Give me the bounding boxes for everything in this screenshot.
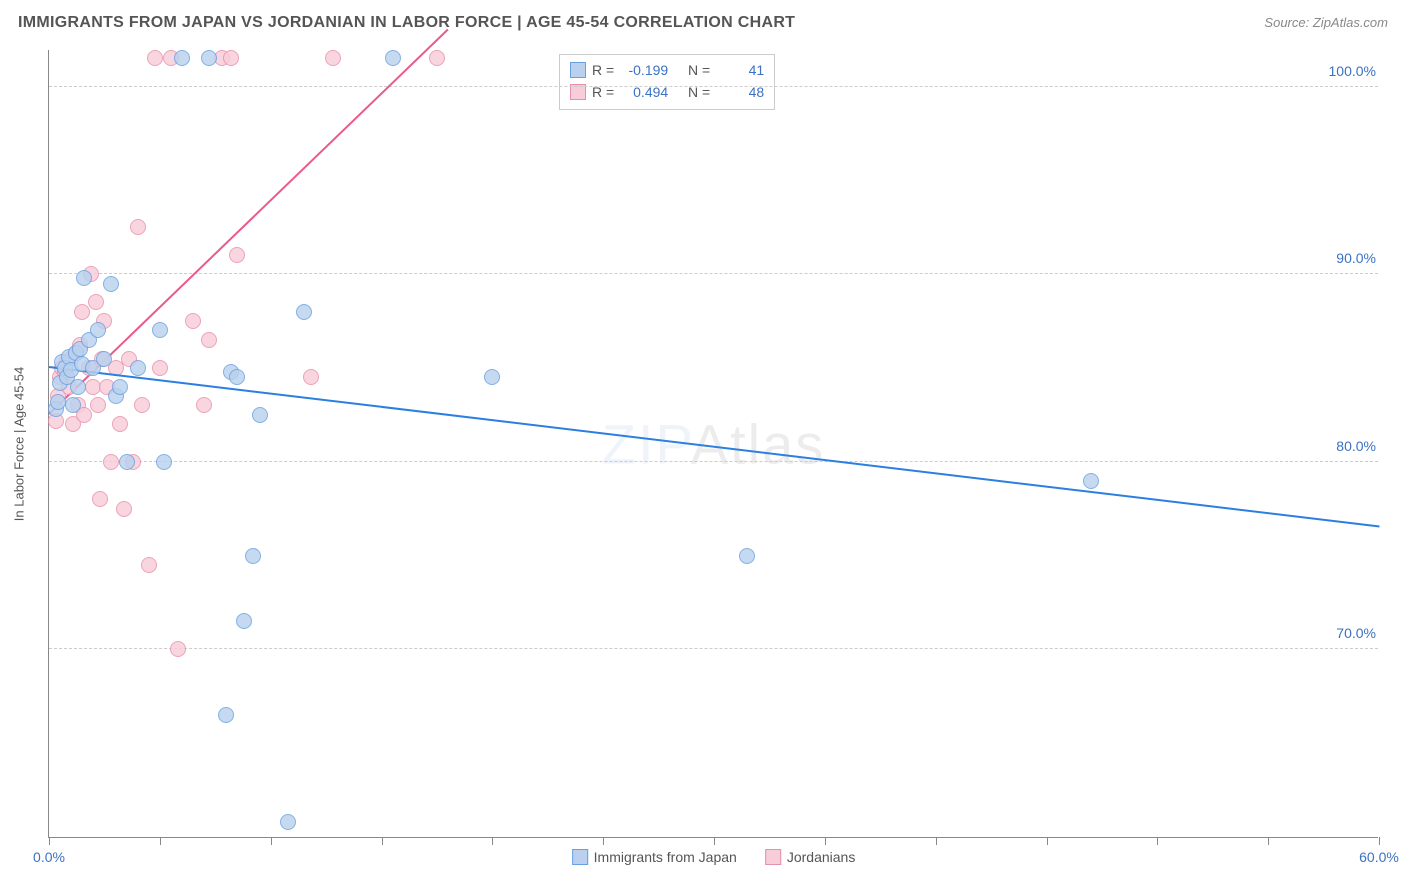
data-point <box>385 50 401 66</box>
y-tick-label: 70.0% <box>1336 625 1380 641</box>
watermark: ZIPAtlas <box>602 411 825 476</box>
data-point <box>236 613 252 629</box>
data-point <box>170 641 186 657</box>
source-citation: Source: ZipAtlas.com <box>1264 15 1388 30</box>
correlation-legend: R = -0.199 N = 41 R = 0.494 N = 48 <box>559 54 775 110</box>
data-point <box>218 707 234 723</box>
x-tick <box>160 837 161 845</box>
data-point <box>130 360 146 376</box>
data-point <box>96 351 112 367</box>
y-tick-label: 100.0% <box>1329 63 1380 79</box>
legend-swatch-japan <box>572 849 588 865</box>
data-point <box>112 416 128 432</box>
x-tick <box>49 837 50 845</box>
data-point <box>147 50 163 66</box>
x-tick <box>714 837 715 845</box>
x-tick <box>382 837 383 845</box>
data-point <box>245 548 261 564</box>
data-point <box>90 322 106 338</box>
x-tick <box>936 837 937 845</box>
data-point <box>119 454 135 470</box>
data-point <box>303 369 319 385</box>
data-point <box>134 397 150 413</box>
gridline <box>49 461 1378 462</box>
x-tick <box>1157 837 1158 845</box>
legend-swatch-jordanians <box>765 849 781 865</box>
gridline <box>49 648 1378 649</box>
data-point <box>88 294 104 310</box>
data-point <box>229 369 245 385</box>
data-point <box>174 50 190 66</box>
trend-line <box>49 366 1379 527</box>
data-point <box>130 219 146 235</box>
data-point <box>280 814 296 830</box>
legend-item-japan: Immigrants from Japan <box>572 849 737 865</box>
data-point <box>152 360 168 376</box>
gridline <box>49 273 1378 274</box>
data-point <box>429 50 445 66</box>
y-tick-label: 80.0% <box>1336 438 1380 454</box>
data-point <box>50 394 66 410</box>
data-point <box>90 397 106 413</box>
x-tick <box>825 837 826 845</box>
y-axis-title: In Labor Force | Age 45-54 <box>12 366 27 520</box>
x-tick <box>603 837 604 845</box>
data-point <box>92 491 108 507</box>
data-point <box>1083 473 1099 489</box>
x-tick-label: 60.0% <box>1359 849 1399 865</box>
data-point <box>70 379 86 395</box>
legend-item-jordanians: Jordanians <box>765 849 856 865</box>
data-point <box>739 548 755 564</box>
legend-swatch-japan <box>570 62 586 78</box>
x-tick <box>1268 837 1269 845</box>
scatter-plot: In Labor Force | Age 45-54 ZIPAtlas R = … <box>48 50 1378 838</box>
data-point <box>296 304 312 320</box>
data-point <box>156 454 172 470</box>
data-point <box>201 332 217 348</box>
data-point <box>229 247 245 263</box>
x-tick <box>1047 837 1048 845</box>
data-point <box>252 407 268 423</box>
chart-title: IMMIGRANTS FROM JAPAN VS JORDANIAN IN LA… <box>18 14 795 32</box>
x-tick <box>492 837 493 845</box>
x-tick <box>271 837 272 845</box>
data-point <box>103 454 119 470</box>
data-point <box>185 313 201 329</box>
legend-row: R = -0.199 N = 41 <box>570 59 764 81</box>
data-point <box>76 270 92 286</box>
data-point <box>223 50 239 66</box>
y-tick-label: 90.0% <box>1336 250 1380 266</box>
data-point <box>141 557 157 573</box>
legend-row: R = 0.494 N = 48 <box>570 81 764 103</box>
gridline <box>49 86 1378 87</box>
data-point <box>325 50 341 66</box>
data-point <box>484 369 500 385</box>
x-tick-label: 0.0% <box>33 849 65 865</box>
data-point <box>103 276 119 292</box>
data-point <box>196 397 212 413</box>
data-point <box>112 379 128 395</box>
data-point <box>152 322 168 338</box>
series-legend: Immigrants from Japan Jordanians <box>572 849 856 865</box>
x-tick <box>1379 837 1380 845</box>
data-point <box>116 501 132 517</box>
data-point <box>201 50 217 66</box>
data-point <box>65 397 81 413</box>
